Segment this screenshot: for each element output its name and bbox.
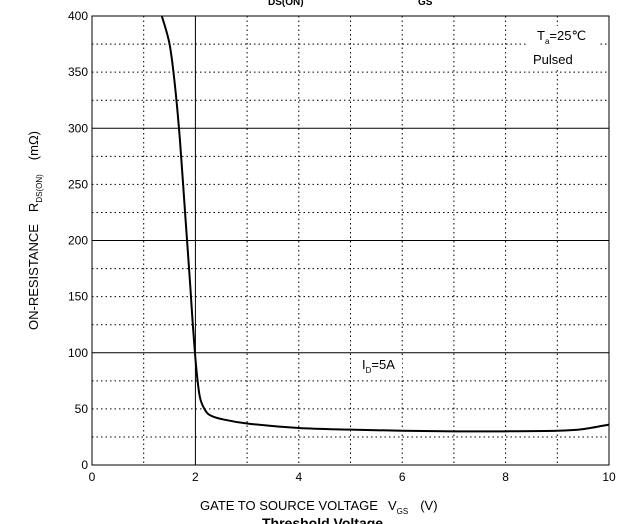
y-tick-label: 350 [68, 65, 88, 79]
y-tick-label: 200 [68, 234, 88, 248]
y-tick-label: 150 [68, 290, 88, 304]
y-tick-label: 0 [81, 458, 88, 472]
grid [92, 16, 609, 465]
y-tick-label: 300 [68, 121, 88, 135]
current-label-bg [358, 355, 402, 373]
y-axis-ticks: 0 50 100 150 200 250 300 350 400 [68, 9, 88, 472]
series-line-rds [160, 15, 610, 433]
y-tick-label: 250 [68, 177, 88, 191]
top-label-gs: GS [418, 0, 433, 8]
plot-frame [91, 15, 610, 466]
x-tick-label: 10 [602, 470, 616, 484]
x-axis-title: GATE TO SOURCE VOLTAGE VGS (V) [200, 498, 438, 516]
y-axis-title: ON-RESISTANCERDS(ON)(mΩ) [26, 131, 44, 330]
x-axis-ticks: 0 2 4 6 8 10 [89, 470, 616, 484]
y-tick-label: 400 [68, 9, 88, 23]
temp-annotation: Ta=25℃ [537, 28, 586, 46]
y-tick-label: 50 [75, 402, 89, 416]
bottom-caption: Threshold Voltage [262, 515, 383, 524]
x-tick-label: 0 [89, 470, 96, 484]
y-tick-label: 100 [68, 346, 88, 360]
pulsed-annotation: Pulsed [533, 52, 573, 67]
x-tick-label: 6 [399, 470, 406, 484]
x-tick-label: 8 [502, 470, 509, 484]
x-tick-label: 2 [192, 470, 199, 484]
legend-box-bg [528, 26, 598, 70]
current-annotation: ID=5A [362, 357, 395, 375]
x-tick-label: 4 [295, 470, 302, 484]
top-label-ds-on: DS(ON) [268, 0, 304, 8]
